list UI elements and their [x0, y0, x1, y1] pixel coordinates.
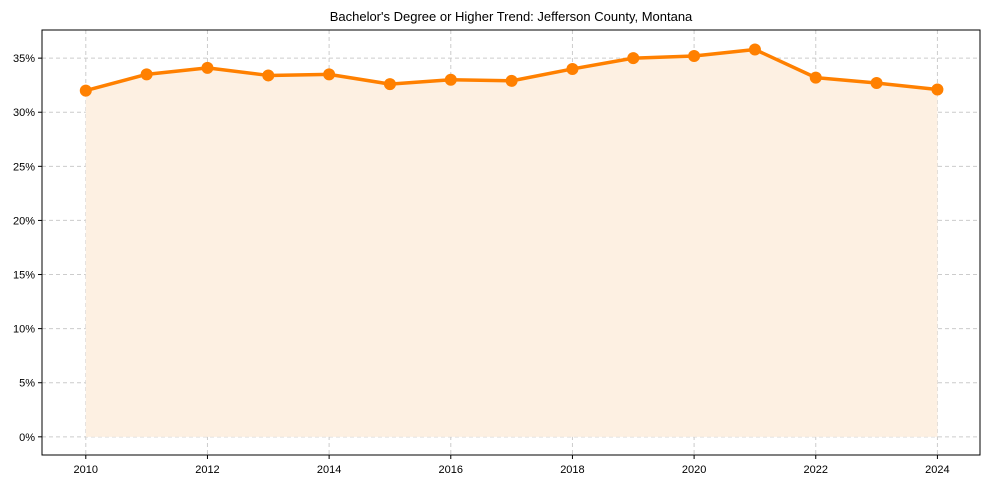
- y-tick-label: 30%: [13, 107, 35, 119]
- data-point: [809, 71, 822, 84]
- y-tick-label: 15%: [13, 270, 35, 282]
- y-tick-label: 35%: [13, 53, 35, 65]
- chart-title: Bachelor's Degree or Higher Trend: Jeffe…: [330, 9, 693, 24]
- data-point: [931, 83, 944, 96]
- area-fill: [85, 49, 938, 437]
- data-point: [383, 78, 396, 91]
- x-tick-label: 2016: [439, 464, 463, 476]
- x-tick-label: 2010: [74, 464, 98, 476]
- data-point: [140, 68, 153, 81]
- y-tick-label: 0%: [19, 432, 35, 444]
- x-tick-label: 2022: [804, 464, 828, 476]
- data-point: [262, 69, 275, 82]
- data-point: [688, 49, 701, 62]
- data-point: [748, 43, 761, 56]
- plot-frame: [41, 29, 981, 456]
- x-tick-label: 2024: [925, 464, 949, 476]
- data-point: [323, 68, 336, 81]
- x-tick-label: 2012: [195, 464, 219, 476]
- y-tick-label: 20%: [13, 215, 35, 227]
- data-point: [870, 77, 883, 90]
- y-tick-label: 5%: [19, 378, 35, 390]
- y-tick-label: 10%: [13, 324, 35, 336]
- x-tick-label: 2014: [317, 464, 341, 476]
- data-point: [566, 62, 579, 75]
- data-point: [505, 74, 518, 87]
- data-point: [79, 84, 92, 97]
- x-tick-label: 2020: [682, 464, 706, 476]
- data-point: [201, 61, 214, 74]
- data-point: [627, 52, 640, 65]
- y-tick-label: 25%: [13, 161, 35, 173]
- data-point: [444, 73, 457, 86]
- x-tick-label: 2018: [560, 464, 584, 476]
